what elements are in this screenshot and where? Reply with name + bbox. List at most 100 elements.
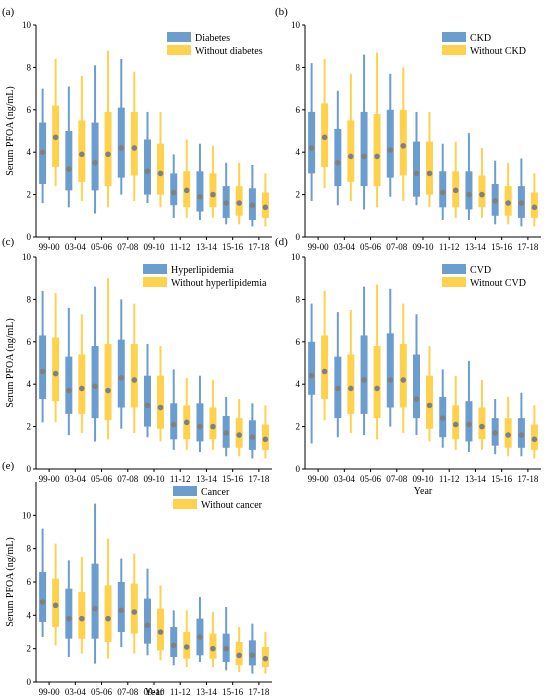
box-iqr xyxy=(386,109,394,178)
median-marker xyxy=(183,644,190,650)
box-iqr xyxy=(478,407,486,440)
y-tick-label: 0 xyxy=(27,232,32,242)
panel-label: (a) xyxy=(2,6,15,18)
median-marker xyxy=(452,421,459,428)
box-group_b-03-04 xyxy=(347,73,355,201)
panel-label: (c) xyxy=(2,236,15,248)
box-group_b-09-10 xyxy=(157,585,164,661)
median-marker xyxy=(66,166,72,172)
x-tick-label: 09-10 xyxy=(144,242,165,252)
box-group_a-17-18 xyxy=(517,158,525,227)
median-marker xyxy=(531,436,538,443)
x-tick-label: 05-06 xyxy=(360,474,381,484)
box-iqr xyxy=(78,120,86,182)
x-tick-label: 07-08 xyxy=(117,474,138,484)
median-marker xyxy=(39,149,46,155)
box-iqr xyxy=(426,141,433,195)
box-group_a-99-00 xyxy=(39,88,47,204)
chart-panel-1: (a) 0 2 4 6 8 10 Serum PFOA (ng/mL) 99-00 03-04 05… xyxy=(2,6,272,252)
box-iqr xyxy=(157,143,164,195)
box-group_b-99-00 xyxy=(52,543,60,646)
x-tick-label: 09-10 xyxy=(144,687,165,697)
median-marker xyxy=(439,415,446,421)
box-group_b-15-16 xyxy=(235,399,243,457)
box-iqr xyxy=(209,407,217,440)
median-marker xyxy=(492,198,498,204)
box-group_a-13-14 xyxy=(196,143,204,221)
median-marker xyxy=(66,615,72,622)
legend-label: Diabetes xyxy=(195,33,230,44)
x-tick-label: 17-18 xyxy=(248,687,269,697)
legend-swatch xyxy=(442,264,466,274)
median-marker xyxy=(348,153,354,160)
x-tick-label: 99-00 xyxy=(39,687,60,697)
box-iqr xyxy=(465,171,473,210)
box-group_a-09-10 xyxy=(413,111,420,206)
box-iqr xyxy=(170,403,178,440)
box-group_a-13-14 xyxy=(196,597,204,662)
x-tick-label: 11-12 xyxy=(439,242,460,252)
median-marker xyxy=(361,153,367,160)
box-group_b-11-12 xyxy=(452,375,460,450)
box-group_b-09-10 xyxy=(157,111,164,208)
box-group_b-13-14 xyxy=(209,145,217,218)
x-tick-label: 09-10 xyxy=(413,242,434,252)
box-group_b-17-18 xyxy=(530,173,538,227)
median-marker xyxy=(131,377,138,383)
box-group_a-99-00 xyxy=(308,63,316,201)
box-group_b-17-18 xyxy=(261,173,269,227)
legend-swatch xyxy=(442,32,466,42)
y-tick-label: 2 xyxy=(296,422,301,432)
box-group_a-03-04 xyxy=(334,312,342,438)
box-iqr xyxy=(104,343,112,421)
box-iqr xyxy=(426,375,433,429)
median-marker xyxy=(236,200,242,206)
box-iqr xyxy=(91,346,99,419)
box-group_b-07-08 xyxy=(399,67,407,201)
box-group_b-05-06 xyxy=(104,538,112,659)
box-group_b-15-16 xyxy=(504,162,512,225)
median-marker xyxy=(249,652,256,659)
median-marker xyxy=(262,436,269,443)
median-marker xyxy=(144,402,151,409)
box-iqr xyxy=(144,375,151,427)
box-group_b-05-06 xyxy=(373,52,381,208)
y-tick-label: 8 xyxy=(27,544,32,554)
y-tick-label: 2 xyxy=(27,644,32,654)
median-marker xyxy=(439,189,446,196)
median-marker xyxy=(466,191,472,198)
panel-label: (b) xyxy=(275,6,288,18)
x-tick-label: 03-04 xyxy=(65,242,86,252)
box-iqr xyxy=(321,335,329,400)
median-marker xyxy=(210,423,216,430)
median-marker xyxy=(308,145,315,151)
x-tick-label: 05-06 xyxy=(91,687,112,697)
panel-label: (d) xyxy=(275,236,288,248)
y-tick-label: 6 xyxy=(296,105,301,115)
box-iqr xyxy=(465,401,473,442)
median-marker xyxy=(79,385,85,392)
box-iqr xyxy=(130,583,138,634)
box-iqr xyxy=(196,403,204,442)
x-tick-label: 07-08 xyxy=(386,474,407,484)
x-tick-label: 17-18 xyxy=(517,242,538,252)
median-marker xyxy=(118,145,125,151)
box-group_a-11-12 xyxy=(170,610,178,666)
box-group_a-13-14 xyxy=(196,375,204,453)
y-tick-label: 0 xyxy=(27,677,32,687)
x-tick-label: 13-14 xyxy=(196,242,217,252)
box-group_b-17-18 xyxy=(261,632,269,674)
y-tick-label: 4 xyxy=(27,379,32,389)
x-axis-label: Year xyxy=(414,486,433,497)
box-group_b-11-12 xyxy=(452,141,460,218)
box-iqr xyxy=(65,356,73,414)
y-tick-label: 0 xyxy=(27,464,32,474)
median-marker xyxy=(223,430,229,436)
median-marker xyxy=(131,609,138,615)
legend-swatch xyxy=(143,264,167,274)
legend-swatch xyxy=(143,277,167,287)
box-iqr xyxy=(130,343,138,408)
box-group_a-11-12 xyxy=(439,143,447,221)
box-group_a-09-10 xyxy=(144,343,151,438)
y-tick-label: 6 xyxy=(27,105,32,115)
